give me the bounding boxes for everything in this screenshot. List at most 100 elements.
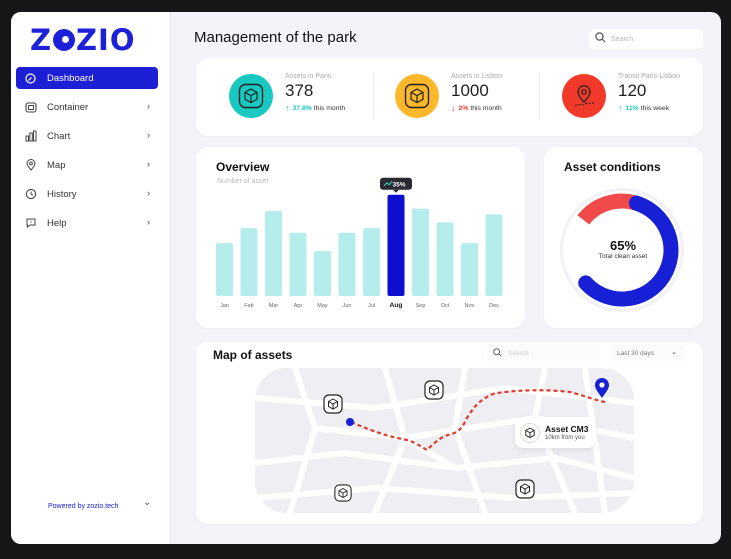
x-tick-label: Dec: [489, 303, 499, 309]
chevron-right-icon: ›: [147, 188, 150, 198]
bar-oct[interactable]: [436, 222, 454, 296]
stat-paris[interactable]: Assets in Paris 378 ↑ 37.8% this month: [229, 73, 345, 129]
overview-title: Overview: [216, 160, 270, 174]
bar-nov[interactable]: [461, 243, 478, 296]
box-marker-icon[interactable]: [515, 479, 535, 504]
x-tick-label: Mar: [269, 303, 279, 309]
container-icon: [24, 101, 37, 114]
map-view[interactable]: [255, 368, 634, 513]
bar-jun[interactable]: [338, 232, 356, 296]
stat-change-value: 11%: [625, 104, 639, 112]
box-marker-icon[interactable]: [334, 484, 352, 507]
sidebar-item-help[interactable]: Help ›: [16, 212, 158, 234]
sidebar-item-label: Map: [47, 159, 66, 171]
asset-name: Asset CM3: [545, 424, 589, 434]
box-marker-icon[interactable]: [424, 380, 444, 405]
asset-conditions-card: Asset conditions 65% Total clean asset: [544, 147, 703, 328]
chevron-down-icon: ⌄: [671, 349, 677, 356]
x-tick-label: Jan: [220, 303, 229, 309]
x-tick-label: Aug: [390, 302, 403, 309]
stat-change: ↓ 2% this month: [451, 103, 502, 113]
stat-change-period: this month: [470, 104, 502, 112]
stat-change-period: this week: [640, 104, 670, 112]
stat-change-period: this month: [313, 104, 346, 112]
stat-change-value: 37.8%: [292, 104, 312, 112]
sidebar-item-chart[interactable]: Chart ›: [16, 125, 158, 147]
sidebar-item-label: Container: [47, 101, 89, 113]
stat-value: 1000: [451, 81, 489, 100]
map-pin-icon: [24, 159, 37, 172]
sidebar-item-label: Dashboard: [47, 72, 94, 84]
bar-mar[interactable]: [265, 210, 282, 296]
overview-subtitle: Number of asset: [217, 178, 269, 185]
powered-by-link[interactable]: Powered by zozio.tech: [48, 503, 119, 510]
bar-apr[interactable]: [289, 232, 307, 296]
x-tick-label: Feb: [244, 303, 253, 309]
chevron-right-icon: ›: [147, 101, 150, 111]
sidebar-item-history[interactable]: History ›: [16, 183, 158, 205]
search-icon: [493, 344, 502, 362]
bar-tooltip-value: 35%: [392, 181, 405, 188]
stat-value: 120: [618, 81, 647, 100]
x-tick-label: Nov: [465, 303, 475, 309]
stat-icon-circle: [395, 74, 439, 118]
current-location-dot: [346, 418, 354, 426]
history-icon: [24, 188, 37, 201]
divider: [539, 72, 540, 120]
logo[interactable]: Z ZIO: [30, 23, 136, 57]
bar-may[interactable]: [314, 251, 331, 296]
map-search-placeholder: Search: [508, 349, 529, 357]
bar-jan[interactable]: [216, 243, 233, 296]
asset-conditions-donut: [560, 188, 684, 312]
stats-card: Assets in Paris 378 ↑ 37.8% this month A…: [196, 58, 703, 136]
box-marker-icon[interactable]: [323, 394, 343, 419]
bar-aug[interactable]: [387, 194, 405, 296]
search-placeholder: Search: [611, 35, 634, 43]
chart-icon: [24, 130, 37, 143]
sidebar-item-label: Chart: [47, 130, 71, 142]
x-tick-label: Sep: [416, 303, 426, 309]
x-tick-label: Apr: [294, 303, 303, 309]
bar-dec[interactable]: [485, 214, 503, 296]
overview-card: Overview Number of asset Jan Feb Mar Apr May…: [196, 147, 525, 328]
map-title: Map of assets: [213, 348, 293, 362]
x-tick-label: May: [317, 303, 328, 309]
trend-up-icon: [383, 180, 393, 187]
sidebar-nav: Dashboard Container › Chart › M: [16, 67, 158, 241]
chevron-right-icon: ›: [147, 130, 150, 140]
search-icon: [595, 30, 606, 48]
search-input[interactable]: Search: [589, 29, 703, 49]
bar-sep[interactable]: [412, 208, 429, 296]
stat-transit[interactable]: Transit Paris-Lisbon 120 ↑ 11% this week: [562, 73, 680, 129]
logo-o-mark: [53, 29, 76, 51]
stat-change: ↑ 11% this week: [618, 103, 680, 113]
chevron-right-icon: ›: [147, 217, 150, 227]
x-tick-label: Jun: [343, 303, 352, 309]
sidebar-item-dashboard[interactable]: Dashboard: [16, 67, 158, 89]
dashboard-icon: [24, 72, 37, 85]
stat-lisbon[interactable]: Assets in Lisbon 1000 ↓ 2% this month: [395, 73, 502, 129]
chevron-right-icon: ›: [147, 159, 150, 169]
map-card: Map of assets Search Last 30 days ⌄: [196, 342, 703, 524]
stat-change: ↑ 37.8% this month: [285, 103, 345, 113]
box-icon: [520, 422, 540, 443]
bar-jul[interactable]: [363, 228, 380, 296]
app-window: Z ZIO Dashboard Container › Chart: [11, 12, 721, 544]
arrow-up-icon: ↑: [285, 103, 290, 113]
help-icon: [24, 217, 37, 230]
chevron-down-icon[interactable]: ⌄: [143, 497, 152, 508]
sidebar-item-container[interactable]: Container ›: [16, 96, 158, 118]
asset-tooltip[interactable]: Asset CM3 10km from you: [515, 417, 596, 448]
destination-pin-icon[interactable]: [594, 377, 610, 404]
box-icon: [238, 83, 264, 109]
donut-center-label: 65% Total clean asset: [544, 238, 702, 260]
bar-feb[interactable]: [240, 228, 258, 296]
sidebar-item-label: Help: [47, 217, 67, 229]
donut-segment-clean[interactable]: [578, 195, 679, 307]
asset-conditions-title: Asset conditions: [564, 160, 661, 174]
sidebar-item-map[interactable]: Map ›: [16, 154, 158, 176]
map-search-input[interactable]: Search: [487, 345, 599, 361]
period-select[interactable]: Last 30 days ⌄: [610, 345, 685, 361]
period-value: Last 30 days: [617, 349, 654, 357]
route-icon: [574, 85, 595, 107]
